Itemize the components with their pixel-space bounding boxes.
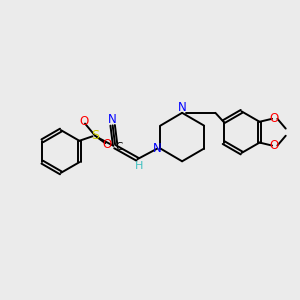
Text: S: S	[91, 129, 99, 142]
Text: O: O	[79, 115, 88, 128]
Text: O: O	[103, 138, 112, 152]
Text: O: O	[270, 139, 279, 152]
Text: H: H	[135, 161, 143, 171]
Text: N: N	[108, 113, 117, 126]
Text: N: N	[178, 101, 187, 114]
Text: O: O	[270, 112, 279, 125]
Text: C: C	[115, 142, 122, 152]
Text: N: N	[152, 142, 161, 155]
